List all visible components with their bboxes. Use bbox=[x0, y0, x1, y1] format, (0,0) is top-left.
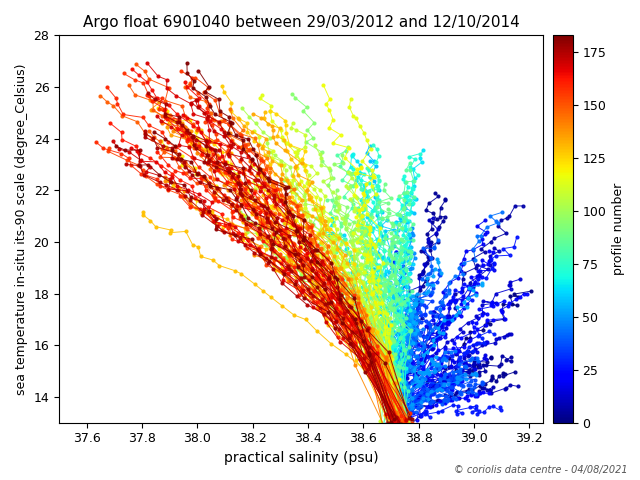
X-axis label: practical salinity (psu): practical salinity (psu) bbox=[224, 451, 378, 465]
Title: Argo float 6901040 between 29/03/2012 and 12/10/2014: Argo float 6901040 between 29/03/2012 an… bbox=[83, 15, 520, 30]
Y-axis label: sea temperature in-situ its-90 scale (degree_Celsius): sea temperature in-situ its-90 scale (de… bbox=[15, 63, 28, 395]
Text: © coriolis data centre - 04/08/2021: © coriolis data centre - 04/08/2021 bbox=[454, 465, 627, 475]
Y-axis label: profile number: profile number bbox=[612, 183, 625, 275]
